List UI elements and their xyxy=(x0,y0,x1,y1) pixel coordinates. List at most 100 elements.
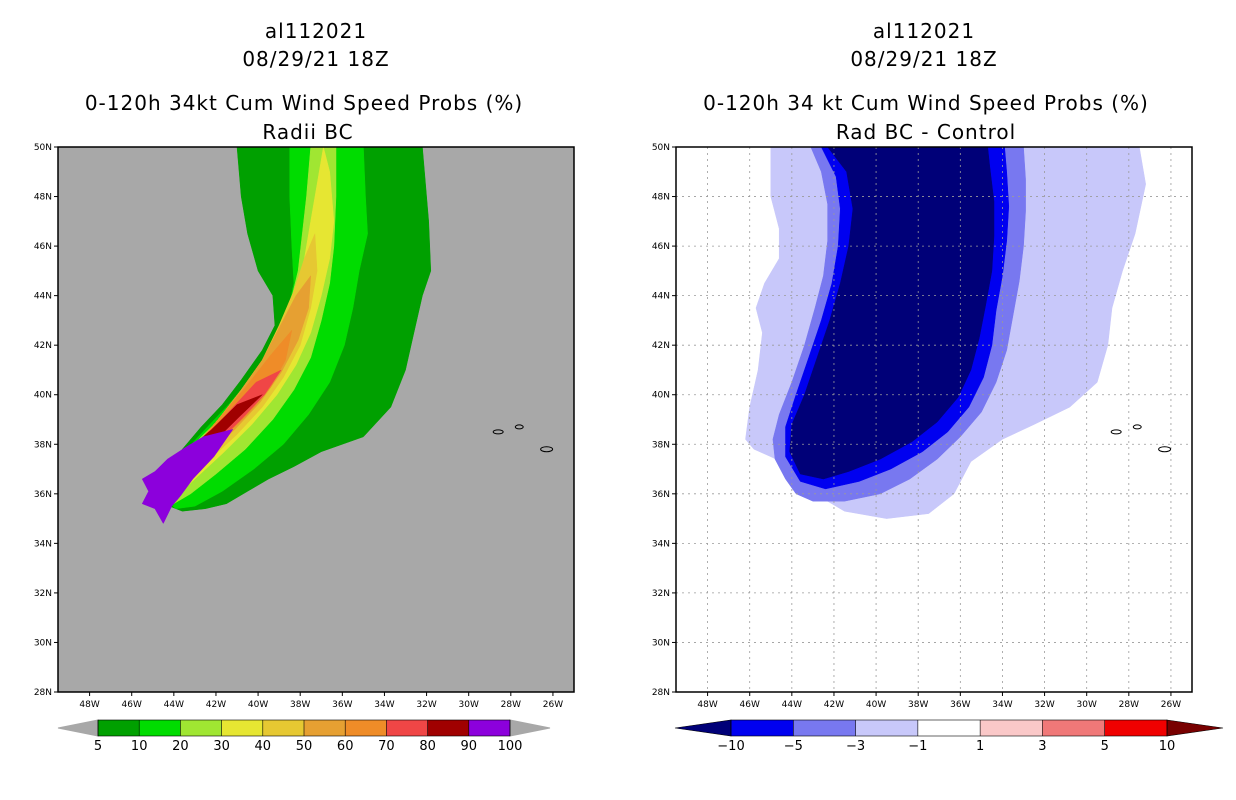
y-tick-label: 38N xyxy=(652,440,670,450)
colorbar-segment xyxy=(855,720,918,736)
y-tick-label: 42N xyxy=(34,341,52,351)
colorbar-label: −1 xyxy=(908,739,927,754)
y-tick-label: 32N xyxy=(652,589,670,599)
island-outline xyxy=(514,424,524,430)
colorbar-segment xyxy=(1104,720,1167,736)
left-title-line4: Radii BC xyxy=(262,120,354,144)
x-tick-label: 42W xyxy=(206,700,226,710)
colorbar-label: 3 xyxy=(1038,739,1046,754)
colorbar-label: −3 xyxy=(846,739,865,754)
x-tick-label: 36W xyxy=(950,700,970,710)
x-tick-label: 30W xyxy=(459,700,479,710)
colorbar-label: 80 xyxy=(419,739,436,754)
y-tick-label: 50N xyxy=(34,143,52,153)
panel-rad-bc-control: 50N 48N 46N 44N 42N 40N 38N 36N 34N 32N 30N 28N 48W 4… xyxy=(652,143,1224,754)
colorbar-segment xyxy=(98,720,140,736)
island-outline xyxy=(1110,429,1122,435)
colorbar-segment xyxy=(793,720,856,736)
x-tick-label: 48W xyxy=(697,700,717,710)
right-title-line3: 0-120h 34 kt Cum Wind Speed Probs (%) xyxy=(703,91,1149,115)
x-tick-label: 48W xyxy=(79,700,99,710)
island-outline xyxy=(540,446,554,453)
y-tick-label: 32N xyxy=(34,589,52,599)
contour-level--10 xyxy=(789,147,995,480)
y-tick-label: 48N xyxy=(34,193,52,203)
x-tick-label: 38W xyxy=(908,700,928,710)
x-tick-label: 46W xyxy=(122,700,142,710)
colorbar-right-triangle xyxy=(1166,719,1224,737)
y-tick-label: 36N xyxy=(652,490,670,500)
plot-frame xyxy=(675,146,1193,693)
x-tick-label: 28W xyxy=(501,700,521,710)
island-outline xyxy=(1132,424,1142,430)
colorbar-left-triangle xyxy=(57,719,99,737)
colorbar-label: 5 xyxy=(94,739,102,754)
y-tick-label: 36N xyxy=(34,490,52,500)
colorbar-label: 5 xyxy=(1101,739,1109,754)
right-title-line1: al112021 xyxy=(872,19,976,43)
island-outline xyxy=(1158,446,1172,453)
colorbar-segment xyxy=(262,720,304,736)
x-tick-label: 26W xyxy=(1161,700,1181,710)
colorbar-segment xyxy=(221,720,263,736)
contour-fills xyxy=(141,147,432,525)
y-tick-label: 46N xyxy=(34,242,52,252)
colorbar-label: 1 xyxy=(976,739,984,754)
x-tick-label: 36W xyxy=(332,700,352,710)
colorbar-label: 70 xyxy=(378,739,395,754)
gridlines xyxy=(676,146,1192,693)
y-tick-label: 44N xyxy=(34,292,52,302)
colorbar-right-triangle xyxy=(509,719,551,737)
azores-islands xyxy=(1110,424,1172,453)
colorbar-segment xyxy=(386,720,428,736)
azores-islands xyxy=(492,424,554,453)
y-tick-label: 42N xyxy=(652,341,670,351)
x-tick-label: 46W xyxy=(740,700,760,710)
x-tick-label: 34W xyxy=(992,700,1012,710)
y-tick-label: 48N xyxy=(652,193,670,203)
colorbar-segment xyxy=(980,720,1043,736)
colorbar-segment xyxy=(468,720,510,736)
x-tick-label: 44W xyxy=(164,700,184,710)
y-tick-label: 34N xyxy=(652,539,670,549)
y-tick-label: 34N xyxy=(34,539,52,549)
y-tick-label: 30N xyxy=(652,638,670,648)
plot-frame xyxy=(57,146,575,693)
colorbar-segment xyxy=(180,720,222,736)
y-tick-label: 40N xyxy=(34,391,52,401)
x-tick-label: 34W xyxy=(374,700,394,710)
x-tick-label: 40W xyxy=(866,700,886,710)
left-title-line1: al112021 xyxy=(264,19,368,43)
colorbar: 5 10 20 30 40 50 60 70 80 90 100 xyxy=(57,719,551,754)
colorbar-segment xyxy=(345,720,387,736)
colorbar-label: 90 xyxy=(461,739,478,754)
y-tick-label: 30N xyxy=(34,638,52,648)
x-tick-label: 28W xyxy=(1119,700,1139,710)
colorbar-left-triangle xyxy=(674,719,732,737)
y-tick-label: 50N xyxy=(652,143,670,153)
panel-radii-bc: 50N 48N 46N 44N 42N 40N 38N 36N 34N 32N 30N 28N 48W 4… xyxy=(34,143,575,754)
y-tick-label: 28N xyxy=(34,688,52,698)
right-title-line4: Rad BC - Control xyxy=(835,120,1017,144)
colorbar-segment xyxy=(731,720,794,736)
colorbar-segment xyxy=(304,720,346,736)
contour-level-90 xyxy=(141,428,234,525)
colorbar-label: 100 xyxy=(498,739,523,754)
y-tick-label: 44N xyxy=(652,292,670,302)
colorbar-label: 10 xyxy=(1159,739,1176,754)
right-title-line2: 08/29/21 18Z xyxy=(850,47,998,71)
y-tick-label: 40N xyxy=(652,391,670,401)
x-tick-label: 26W xyxy=(543,700,563,710)
x-tick-label: 32W xyxy=(1034,700,1054,710)
island-outline xyxy=(492,429,504,435)
x-tick-label: 40W xyxy=(248,700,268,710)
colorbar-label: 50 xyxy=(296,739,313,754)
x-tick-label: 38W xyxy=(290,700,310,710)
colorbar-segment xyxy=(427,720,469,736)
y-tick-label: 38N xyxy=(34,440,52,450)
x-tick-label: 32W xyxy=(416,700,436,710)
left-title-line3: 0-120h 34kt Cum Wind Speed Probs (%) xyxy=(84,91,524,115)
x-tick-label: 44W xyxy=(782,700,802,710)
colorbar-label: 30 xyxy=(213,739,230,754)
